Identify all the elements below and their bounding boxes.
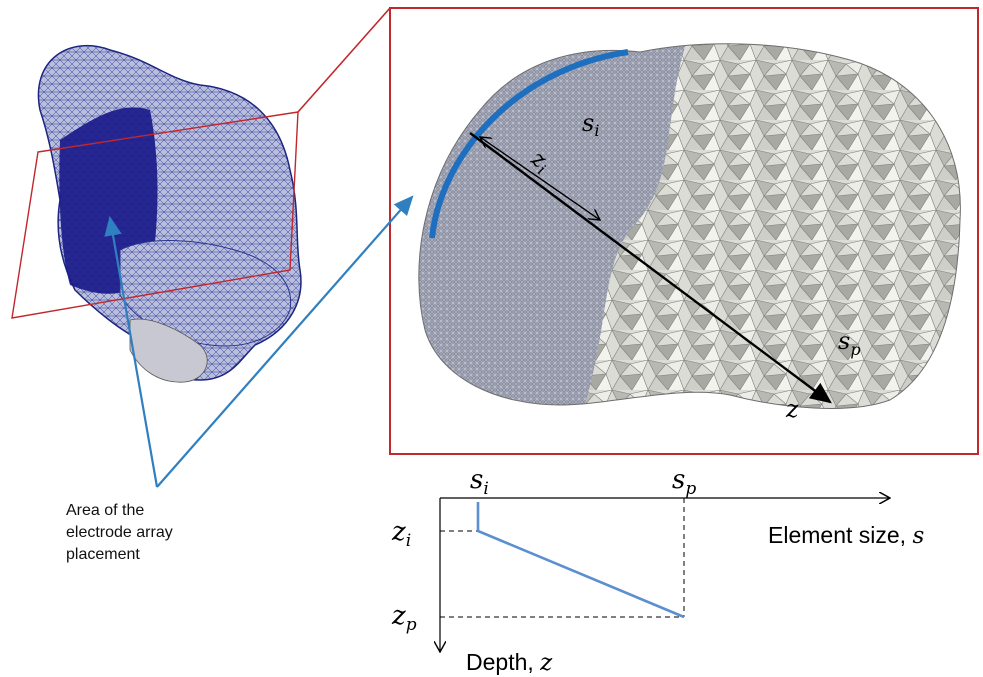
slice-label-si: si bbox=[582, 109, 599, 140]
slice-frame bbox=[389, 7, 979, 455]
mesh-slice bbox=[418, 43, 961, 409]
caption-line-2: electrode array bbox=[66, 524, 173, 541]
graph-label-si: si bbox=[470, 465, 489, 499]
x-axis-title: Element size, s bbox=[768, 522, 924, 549]
element-size-profile bbox=[476, 502, 685, 619]
graph-label-zi: zi bbox=[391, 517, 411, 551]
caption-line-1: Area of the bbox=[66, 502, 145, 519]
zoom-line-top bbox=[297, 7, 391, 113]
depth-arrow-zi-back bbox=[480, 137, 601, 221]
caption-line-3: placement bbox=[66, 546, 140, 563]
callout-arrow-brain bbox=[104, 215, 159, 488]
y-axis-title: Depth, z bbox=[466, 649, 553, 676]
electrode-arc bbox=[429, 49, 629, 239]
electrode-area-caption: Area of the electrode array placement bbox=[66, 500, 256, 566]
callout-arrow-slice bbox=[156, 195, 414, 488]
cutting-plane bbox=[11, 111, 299, 319]
mesh-slice-outline bbox=[418, 43, 961, 409]
graph-label-sp: sp bbox=[672, 465, 696, 499]
graph-label-zp: zp bbox=[391, 601, 417, 635]
depth-arrow-main bbox=[469, 132, 832, 404]
slice-label-sp: sp bbox=[838, 327, 861, 359]
slice-label-z: z bbox=[785, 395, 799, 423]
brain-model bbox=[37, 45, 302, 383]
